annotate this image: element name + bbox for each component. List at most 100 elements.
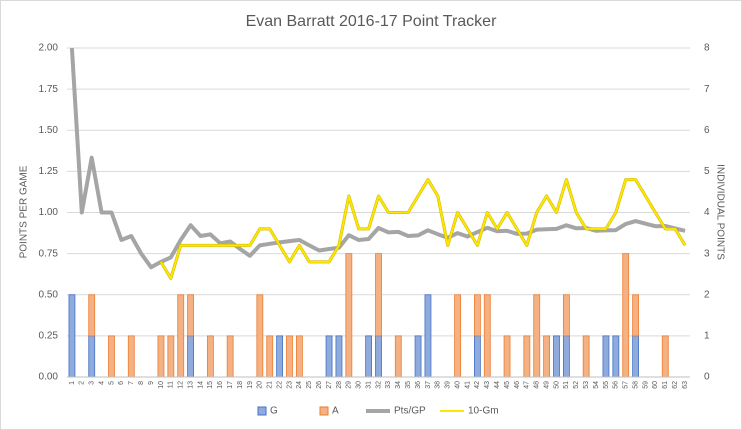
bar — [295, 335, 303, 378]
line — [160, 178, 686, 280]
bar — [365, 335, 373, 378]
bar — [226, 335, 234, 378]
bar — [602, 335, 610, 378]
x-tick-label: 59 — [642, 381, 649, 389]
x-tick-label: 40 — [454, 381, 461, 389]
bar — [661, 335, 669, 378]
x-tick-label: 38 — [435, 381, 442, 389]
y2-tick-label: 6 — [704, 125, 710, 136]
legend-label: A — [332, 406, 339, 417]
x-tick-label: 35 — [405, 381, 412, 389]
bar — [553, 335, 560, 378]
bar — [286, 335, 293, 378]
bar — [562, 294, 570, 337]
bar — [127, 335, 135, 378]
bar — [375, 335, 382, 378]
x-tick-label: 12 — [178, 381, 185, 389]
x-tick-label: 1 — [69, 381, 76, 385]
x-tick-label: 9 — [148, 381, 155, 385]
x-tick-label: 60 — [652, 381, 659, 389]
x-tick-label: 6 — [118, 381, 125, 385]
bar — [375, 253, 382, 337]
x-tick-label: 42 — [474, 381, 481, 389]
y2-tick-label: 4 — [704, 207, 710, 218]
bar — [424, 294, 432, 378]
x-tick-label: 50 — [553, 381, 560, 389]
y2-tick-label: 5 — [704, 166, 710, 177]
bar — [206, 335, 214, 378]
bar — [454, 294, 462, 378]
y-tick-label: 0.50 — [39, 289, 59, 300]
x-tick-label: 21 — [267, 381, 274, 389]
bar — [187, 294, 195, 337]
bar — [108, 335, 115, 378]
x-tick-label: 13 — [187, 381, 194, 389]
bar — [632, 335, 640, 378]
y-tick-label: 2.00 — [39, 43, 59, 54]
x-tick-label: 4 — [98, 381, 105, 385]
bar — [473, 335, 481, 378]
y-tick-label: 1.50 — [39, 125, 59, 136]
x-tick-label: 15 — [207, 381, 214, 389]
bar — [582, 335, 590, 378]
bar — [632, 294, 640, 337]
legend-label: Pts/GP — [394, 406, 426, 417]
bar — [88, 335, 96, 378]
x-tick-label: 58 — [632, 381, 639, 389]
x-tick-label: 53 — [583, 381, 590, 389]
y2-tick-label: 1 — [704, 331, 710, 342]
bar — [562, 335, 570, 378]
x-tick-label: 26 — [316, 381, 323, 389]
x-tick-label: 45 — [504, 381, 511, 389]
x-tick-label: 49 — [543, 381, 550, 389]
x-tick-label: 19 — [247, 381, 254, 389]
legend-swatch — [319, 406, 329, 416]
x-tick-label: 51 — [563, 381, 570, 389]
x-tick-label: 30 — [356, 381, 363, 389]
x-tick-label: 62 — [672, 381, 679, 389]
x-tick-label: 48 — [534, 381, 541, 389]
y2-tick-label: 3 — [704, 248, 710, 259]
legend-label: 10-Gm — [468, 406, 499, 417]
x-tick-label: 43 — [484, 381, 491, 389]
legend-label: G — [270, 406, 278, 417]
x-tick-label: 2 — [79, 381, 86, 385]
bar — [157, 335, 165, 378]
x-tick-label: 20 — [257, 381, 264, 389]
bar — [414, 335, 422, 378]
x-tick-label: 33 — [385, 381, 392, 389]
x-tick-label: 37 — [425, 381, 432, 389]
y-tick-label: 1.00 — [39, 207, 59, 218]
x-tick-label: 57 — [623, 381, 630, 389]
x-tick-label: 32 — [375, 381, 382, 389]
bar — [345, 253, 353, 378]
x-tick-label: 8 — [138, 381, 145, 385]
x-tick-label: 25 — [306, 381, 313, 389]
x-tick-label: 44 — [494, 381, 501, 389]
x-tick-label: 14 — [197, 381, 204, 389]
x-tick-label: 47 — [524, 381, 531, 389]
y-tick-label: 1.25 — [39, 166, 59, 177]
x-tick-label: 27 — [326, 381, 333, 389]
y2-tick-label: 8 — [704, 43, 710, 54]
x-tick-label: 23 — [286, 381, 293, 389]
bar — [68, 294, 76, 378]
x-tick-label: 16 — [217, 381, 224, 389]
bar — [543, 335, 551, 378]
bar — [523, 335, 531, 378]
bar — [394, 335, 402, 378]
y-tick-label: 0.75 — [39, 248, 59, 259]
x-tick-label: 31 — [365, 381, 372, 389]
bar — [473, 294, 481, 337]
x-tick-label: 17 — [227, 381, 234, 389]
x-tick-label: 34 — [395, 381, 402, 389]
y-tick-label: 0.25 — [39, 331, 59, 342]
x-tick-label: 11 — [168, 381, 175, 388]
bar — [276, 335, 284, 378]
bar — [503, 335, 511, 378]
x-tick-label: 52 — [573, 381, 580, 389]
bar — [533, 294, 541, 378]
x-tick-label: 61 — [662, 381, 669, 389]
